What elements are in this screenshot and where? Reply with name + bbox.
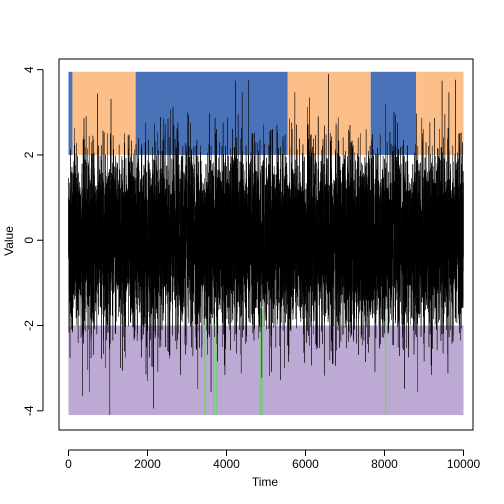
x-tick-label: 0 [65, 457, 72, 471]
y-tick-label: 0 [22, 237, 36, 244]
regime-bands [68, 71, 464, 416]
y-tick-label: -2 [22, 320, 36, 331]
upper-band-segment [287, 71, 371, 155]
x-tick-label: 4000 [213, 457, 240, 471]
lower-band-highlight [384, 308, 387, 416]
plot-frame [58, 58, 474, 431]
y-tick-label: -4 [22, 405, 36, 416]
upper-band-segment [135, 71, 288, 155]
x-tick-label: 10000 [447, 457, 481, 471]
lower-band-highlight [204, 308, 206, 416]
x-axis-label: Time [252, 475, 279, 489]
lower-band-highlight [260, 308, 263, 416]
axes: 0 2000 4000 6000 8000 10000 -4 -2 0 2 4 [22, 58, 481, 471]
x-tick-label: 8000 [371, 457, 398, 471]
x-tick-label: 2000 [134, 457, 161, 471]
lower-band-highlight [213, 308, 215, 416]
lower-band-highlight [259, 308, 262, 416]
y-tick-label: 2 [22, 151, 36, 158]
upper-band-segment [370, 71, 417, 155]
lower-band-highlight [215, 308, 218, 416]
y-tick-label: 4 [22, 66, 36, 73]
series-line [68, 73, 464, 416]
y-axis-label: Value [2, 226, 16, 256]
upper-band-segment [68, 71, 73, 155]
lower-band [68, 325, 464, 416]
x-tick-label: 6000 [292, 457, 319, 471]
